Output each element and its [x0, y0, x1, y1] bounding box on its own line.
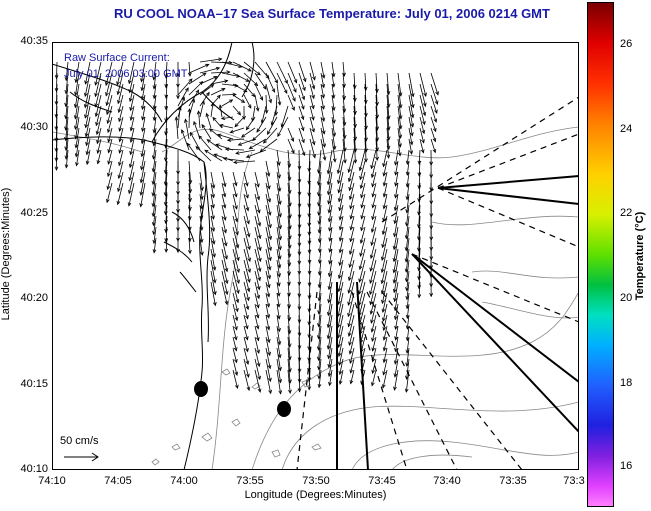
y-tick-label: 40:10	[20, 463, 48, 475]
y-tick-label: 40:25	[20, 207, 48, 219]
y-tick-label: 40:20	[20, 292, 48, 304]
colorbar-tick-label: 24	[620, 123, 633, 135]
x-tick-label: 73:45	[368, 475, 396, 487]
scale-label: 50 cm/s	[60, 435, 99, 447]
y-tick-label: 40:30	[20, 121, 48, 133]
colorbar-tick-label: 16	[620, 460, 633, 472]
y-tick-label: 40:35	[20, 35, 48, 47]
x-tick-label: 73:55	[236, 475, 264, 487]
overlay-line-1: Raw Surface Current:	[64, 52, 170, 64]
colorbar-tick-label: 18	[620, 377, 633, 389]
overlay-line-2: July 01, 2006 03:00 GMT	[64, 68, 188, 80]
x-tick-label: 73:40	[433, 475, 461, 487]
y-tick-label: 40:15	[20, 378, 48, 390]
temperature-colorbar	[587, 2, 614, 507]
x-tick-label: 73:35	[499, 475, 527, 487]
station-marker	[277, 401, 291, 417]
y-axis-label: Latitude (Degrees:Minutes)	[0, 187, 12, 321]
x-tick-label: 73:3	[563, 475, 585, 487]
x-tick-label: 74:00	[170, 475, 198, 487]
current-vectors	[54, 57, 439, 395]
map-plot	[52, 42, 579, 470]
x-axis-label: Longitude (Degrees:Minutes)	[244, 489, 387, 501]
x-tick-label: 73:50	[302, 475, 330, 487]
plot-frame	[52, 42, 579, 470]
x-tick-label: 74:10	[38, 475, 66, 487]
x-tick-label: 74:05	[104, 475, 132, 487]
station-marker	[194, 381, 208, 397]
colorbar-tick-label: 26	[620, 38, 633, 50]
colorbar-tick-label: 20	[620, 292, 633, 304]
scale-arrow	[64, 452, 99, 462]
radial-lines	[296, 96, 579, 470]
colorbar-label: Temperature (°C)	[634, 211, 646, 301]
colorbar-tick-label: 22	[620, 207, 633, 219]
map-title: RU COOL NOAA–17 Sea Surface Temperature:…	[114, 6, 550, 21]
